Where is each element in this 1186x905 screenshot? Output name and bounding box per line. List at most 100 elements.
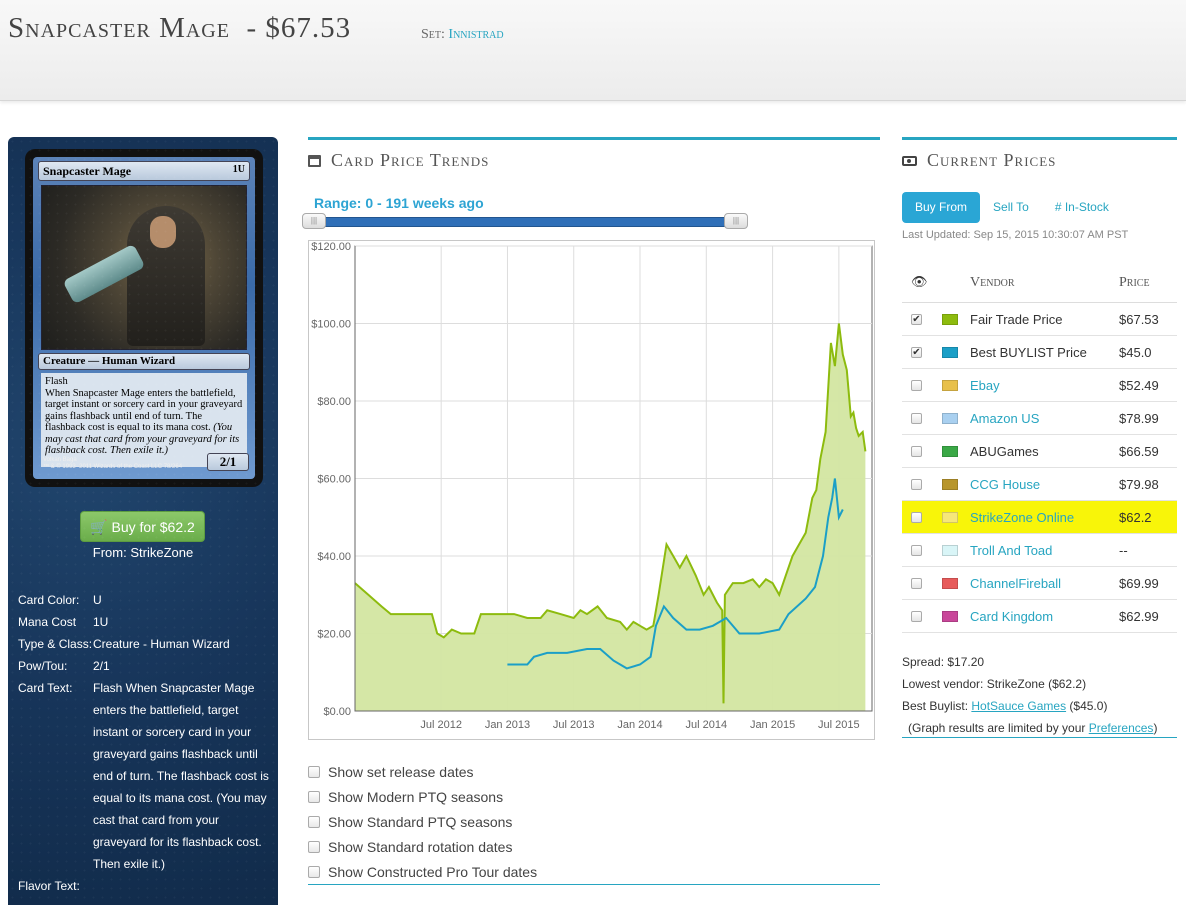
vendor-name[interactable]: Troll And Toad — [970, 542, 1053, 558]
chart-options: Show set release dates Show Modern PTQ se… — [308, 759, 537, 884]
card-info-key: Mana Cost — [18, 615, 77, 629]
chart-option[interactable]: Show Standard rotation dates — [308, 834, 537, 859]
card-info: Card Color: U Mana Cost 1U Type & Class: Crea… — [18, 589, 270, 897]
vendor-color-swatch — [942, 511, 958, 523]
price-chart-svg: $0.00 $20.00 $40.00 $60.00 $80.00 $100.00 $120… — [311, 241, 873, 731]
best-buylist: Best Buylist: HotSauce Games ($45.0) — [902, 695, 1157, 717]
vendor-checkbox[interactable] — [911, 412, 922, 424]
range-slider-track[interactable] — [308, 217, 748, 227]
vendor-row: CCG House $79.98 — [902, 468, 1177, 501]
vendor-checkbox[interactable] — [911, 445, 922, 457]
card-info-row: Flavor Text: — [18, 875, 270, 897]
card-image-reminder: (You may cast that card from your gravey… — [45, 422, 240, 456]
best-buylist-price: ($45.0) — [1066, 699, 1108, 713]
vendor-name[interactable]: Ebay — [970, 377, 1000, 393]
vendor-name[interactable]: CCG House — [970, 476, 1041, 492]
card-image-keyword: Flash — [45, 376, 68, 387]
current-prices-title-text: Current Prices — [927, 150, 1057, 170]
vendor-checkbox[interactable] — [911, 577, 922, 589]
price-stats: Spread: $17.20 Lowest vendor: StrikeZone… — [902, 651, 1157, 739]
vendor-name[interactable]: ChannelFireball — [970, 575, 1062, 591]
card-art — [41, 185, 247, 350]
vendor-row: Ebay $52.49 — [902, 369, 1177, 402]
vendor-checkbox[interactable]: ✔ — [911, 313, 922, 325]
set-label: Set: — [421, 27, 445, 42]
vendor-price: $45.0 — [1119, 344, 1152, 360]
graph-note: (Graph results are limited by your Prefe… — [902, 717, 1157, 739]
set-link[interactable]: Innistrad — [448, 27, 504, 42]
page-header: Snapcaster Mage - $67.53 Set: Innistrad — [0, 0, 1186, 101]
chart-option-label: Show Constructed Pro Tour dates — [328, 863, 538, 880]
card-image: Snapcaster Mage 1U Creature — Human Wiza… — [25, 149, 263, 487]
lowest-vendor: Lowest vendor: StrikeZone ($62.2) — [902, 677, 1087, 691]
best-buylist-vendor-link[interactable]: HotSauce Games — [971, 699, 1067, 713]
vendor-checkbox[interactable] — [911, 511, 922, 523]
chart-option-checkbox[interactable] — [308, 790, 320, 803]
card-image-type: Creature — Human Wizard — [38, 353, 250, 370]
vendor-checkbox[interactable] — [911, 478, 922, 490]
price-column-header: Price — [1119, 274, 1150, 290]
vendor-name[interactable]: StrikeZone Online — [970, 509, 1075, 525]
vendor-color-swatch — [942, 577, 958, 589]
card-info-row: Mana Cost 1U — [18, 611, 270, 633]
cart-icon: 🛒 — [90, 519, 108, 535]
card-info-row: Pow/Tou: 2/1 — [18, 655, 270, 677]
calendar-icon — [308, 154, 321, 167]
y-tick-label: $40.00 — [317, 551, 351, 563]
card-info-key: Card Color: — [18, 593, 80, 607]
card-frame: Snapcaster Mage 1U Creature — Human Wiza… — [33, 157, 255, 479]
fair-trade-line — [354, 323, 867, 704]
vendor-price: $67.53 — [1119, 311, 1159, 327]
range-slider-handle-left[interactable]: ||| — [302, 213, 326, 229]
chart-option-checkbox[interactable] — [308, 865, 320, 878]
chart-option-checkbox[interactable] — [308, 840, 320, 853]
card-image-rules: When Snapcaster Mage enters the battlefi… — [45, 387, 243, 434]
money-icon — [902, 155, 917, 166]
card-info-value: 1U — [93, 615, 109, 629]
vendor-checkbox[interactable] — [911, 544, 922, 556]
card-image-credits: Volkan Baga ™ & © 1993–2011 Wizards of t… — [43, 457, 182, 471]
chart-option[interactable]: Show Standard PTQ seasons — [308, 809, 537, 834]
vendor-checkbox[interactable]: ✔ — [911, 346, 922, 358]
x-tick-label: Jul 2012 — [420, 719, 462, 731]
vendor-color-swatch — [942, 412, 958, 424]
card-info-value: 2/1 — [93, 659, 110, 673]
tab-sell-to[interactable]: Sell To — [993, 200, 1029, 214]
tab-in-stock[interactable]: # In-Stock — [1054, 200, 1109, 214]
chart-option[interactable]: Show set release dates — [308, 759, 537, 784]
vendor-row: ABUGames $66.59 — [902, 435, 1177, 468]
card-title: Snapcaster Mage - $67.53 — [8, 12, 352, 44]
best-buylist-label: Best Buylist: — [902, 699, 972, 713]
chart-option-checkbox[interactable] — [308, 815, 320, 828]
buylist-line — [507, 478, 844, 670]
chart-option[interactable]: Show Modern PTQ seasons — [308, 784, 537, 809]
chart-option-checkbox[interactable] — [308, 765, 320, 778]
card-image-mana: 1U — [232, 164, 245, 175]
range-slider-handle-right[interactable]: ||| — [724, 213, 748, 229]
vendor-checkbox[interactable] — [911, 610, 922, 622]
vendor-checkbox[interactable] — [911, 379, 922, 391]
price-chart: $0.00 $20.00 $40.00 $60.00 $80.00 $100.00 $120… — [308, 240, 875, 740]
vendor-name[interactable]: Card Kingdom — [970, 608, 1054, 624]
preferences-link[interactable]: Preferences — [1088, 721, 1154, 735]
vendor-row: Troll And Toad -- — [902, 534, 1177, 567]
card-info-key: Flavor Text: — [18, 879, 80, 893]
vendor-color-swatch — [942, 346, 958, 358]
card-info-row: Card Text: Flash When Snapcaster Mage ent… — [18, 677, 270, 875]
vendor-row: ✔ Best BUYLIST Price $45.0 — [902, 336, 1177, 369]
vendor-color-swatch — [942, 478, 958, 490]
vendor-table: 👁 Vendor Price ✔ Fair Trade Price $67.53 ✔ B… — [902, 263, 1177, 633]
vendor-price: $62.99 — [1119, 608, 1159, 624]
y-tick-label: $120.00 — [311, 241, 351, 253]
tab-buy-from[interactable]: Buy From — [902, 192, 981, 223]
vendor-name[interactable]: Amazon US — [970, 410, 1040, 426]
chart-option[interactable]: Show Constructed Pro Tour dates — [308, 859, 537, 884]
card-image-name: Snapcaster Mage — [43, 164, 132, 178]
chart-option-label: Show Standard rotation dates — [328, 838, 513, 855]
vendor-name: Fair Trade Price — [970, 311, 1063, 327]
vendor-price: $52.49 — [1119, 377, 1159, 393]
buy-from-label: From: StrikeZone — [92, 545, 194, 560]
card-info-key: Type & Class: — [18, 637, 93, 651]
buy-button[interactable]: 🛒 Buy for $62.2 — [80, 511, 205, 542]
vendor-row: Card Kingdom $62.99 — [902, 600, 1177, 633]
